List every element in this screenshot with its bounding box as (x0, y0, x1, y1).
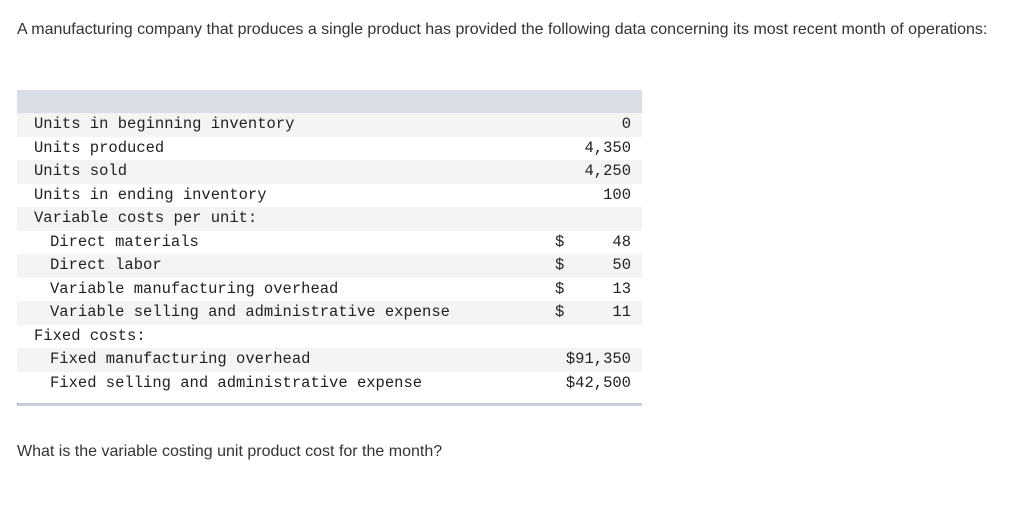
intro: A manufacturing company that produces a … (17, 21, 988, 38)
table-footer (17, 403, 642, 406)
label: Direct materials (50, 232, 199, 251)
label: Units produced (34, 138, 165, 157)
currency: $ (555, 279, 565, 298)
currency: $ (555, 232, 565, 251)
value: 0 (621, 115, 631, 133)
currency: $ (555, 303, 565, 321)
value: 4,250 (584, 162, 631, 180)
value: 11 (612, 303, 631, 321)
label: Variable manufacturing overhead (50, 279, 339, 298)
value: 50 (612, 256, 631, 274)
row: Units produced 4,350 (17, 137, 642, 161)
value: 4,350 (584, 138, 631, 157)
label: Variable selling and administrative expe… (50, 303, 450, 321)
label: Units in beginning inventory (34, 115, 295, 133)
currency: $ (555, 256, 565, 274)
row: Fixed costs: (17, 325, 642, 349)
row: Fixed manufacturing overhead $91,350 (17, 348, 642, 372)
row: Units sold 4,250 (17, 160, 642, 184)
row: Variable selling and administrative expe… (17, 301, 642, 325)
row: Units in ending inventory 100 (17, 184, 642, 208)
label: Direct labor (50, 256, 162, 274)
value: 13 (612, 279, 631, 298)
row: Units in beginning inventory 0 (17, 113, 642, 137)
label: Fixed costs: (34, 326, 146, 345)
label: Units in ending inventory (34, 185, 267, 204)
row: Fixed selling and administrative expense… (17, 372, 642, 396)
value: 48 (612, 232, 631, 251)
data-table: Units in beginning inventory 0 Units prod… (17, 90, 642, 406)
row: Variable manufacturing overhead $13 (17, 278, 642, 302)
label: Fixed selling and administrative expense (50, 373, 423, 392)
row: Direct materials $48 (17, 231, 642, 255)
row: Direct labor $50 (17, 254, 642, 278)
question: What is the variable costing unit produc… (17, 443, 443, 460)
value: 100 (603, 185, 631, 204)
value: $42,500 (565, 373, 631, 392)
label: Fixed manufacturing overhead (50, 350, 311, 368)
label: Units sold (34, 162, 128, 180)
table-header (17, 90, 642, 113)
value: $91,350 (565, 350, 631, 368)
label: Variable costs per unit: (34, 209, 258, 227)
row: Variable costs per unit: (17, 207, 642, 231)
